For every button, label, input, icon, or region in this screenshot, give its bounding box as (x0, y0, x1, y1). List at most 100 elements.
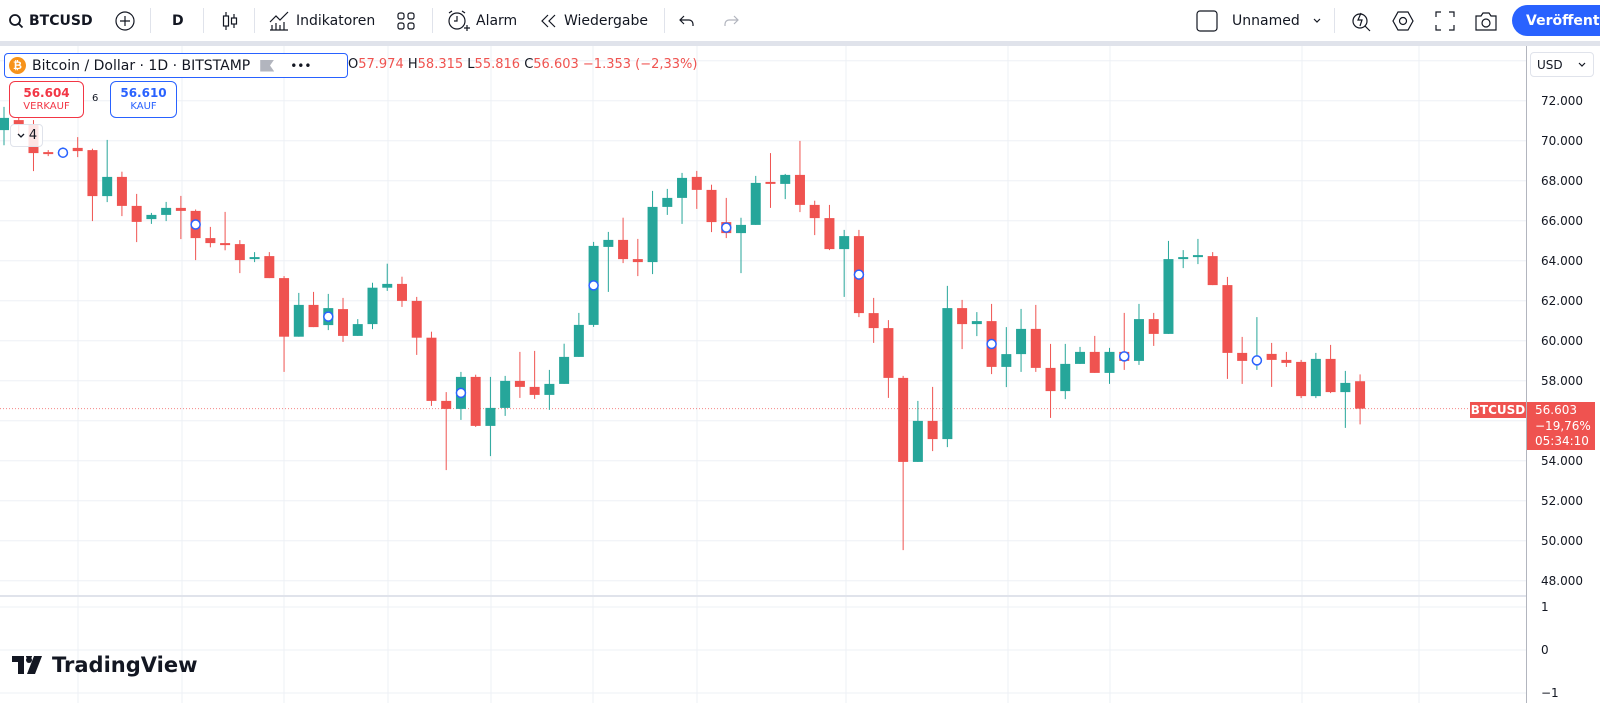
candle-down[interactable] (175, 195, 186, 240)
candle-down[interactable] (824, 204, 835, 251)
candle-up[interactable] (1133, 303, 1144, 365)
candle-down[interactable] (809, 200, 820, 236)
publish-button[interactable]: Veröffentlichen (1512, 5, 1600, 36)
candle-down[interactable] (529, 350, 540, 399)
candle-up[interactable] (1060, 343, 1071, 400)
candle-down[interactable] (514, 351, 525, 398)
screenshot-button[interactable] (1474, 0, 1498, 41)
pane-separator[interactable] (0, 595, 1600, 597)
candle-up[interactable] (352, 319, 363, 336)
candle-up[interactable] (780, 173, 791, 200)
candle-down[interactable] (190, 209, 201, 261)
candle-up[interactable] (1178, 250, 1189, 269)
candle-up[interactable] (500, 375, 511, 416)
candle-down[interactable] (1148, 312, 1159, 346)
candle-down[interactable] (794, 140, 805, 213)
candle-down[interactable] (1207, 252, 1218, 286)
price-axis[interactable]: 72.000 70.000 68.000 66.000 64.000 62.000 60.0… (1526, 46, 1600, 703)
candle-down[interactable] (1296, 359, 1307, 399)
candle-up[interactable] (0, 106, 9, 146)
alarm-button[interactable]: Alarm (446, 0, 517, 41)
candle-down[interactable] (1030, 304, 1041, 372)
candle-down[interactable] (338, 297, 349, 342)
candle-up[interactable] (603, 231, 614, 292)
collapse-indicators-button[interactable]: 4 (10, 124, 43, 147)
candle-down[interactable] (1089, 335, 1100, 373)
candle-down[interactable] (234, 240, 245, 274)
candle-up[interactable] (662, 188, 673, 215)
candle-down[interactable] (765, 153, 776, 208)
fullscreen-button[interactable] (1434, 0, 1456, 41)
templates-button[interactable] (396, 0, 416, 41)
candle-down[interactable] (264, 252, 275, 279)
interval-button[interactable]: D (172, 12, 184, 29)
candle-down[interactable] (396, 276, 407, 307)
candle-down[interactable] (927, 386, 938, 452)
candle-up[interactable] (1340, 370, 1351, 428)
symbol-search-button[interactable]: BTCUSD (8, 0, 93, 41)
candle-up[interactable] (1192, 238, 1203, 265)
candle-up[interactable] (485, 376, 496, 457)
candle-up[interactable] (912, 400, 923, 462)
candle-down[interactable] (957, 299, 968, 350)
candle-up[interactable] (293, 292, 304, 337)
candle-down[interactable] (1045, 343, 1056, 418)
candlestick-chart[interactable] (0, 46, 1526, 703)
candle-up[interactable] (736, 217, 746, 274)
candle-down[interactable] (205, 226, 216, 248)
candle-up[interactable] (1016, 308, 1027, 372)
candle-down[interactable] (1266, 342, 1277, 387)
currency-dropdown[interactable]: USD (1530, 52, 1594, 77)
sell-button[interactable]: 56.604 VERKAUF (9, 81, 84, 118)
buy-button[interactable]: 56.610 KAUF (110, 81, 177, 118)
more-options-button[interactable]: ••• (290, 58, 312, 73)
candle-down[interactable] (411, 296, 422, 355)
candle-up[interactable] (677, 172, 688, 224)
candle-up[interactable] (647, 190, 658, 275)
candle-down[interactable] (618, 217, 629, 264)
candle-up[interactable] (249, 252, 260, 263)
indicators-button[interactable]: Indikatoren (268, 0, 375, 41)
redo-button[interactable] (722, 0, 740, 41)
symbol-legend[interactable]: ₿ Bitcoin / Dollar · 1D · BITSTAMP ••• (4, 53, 348, 78)
candle-up[interactable] (573, 312, 584, 357)
candle-down[interactable] (279, 276, 290, 372)
candle-down[interactable] (1281, 351, 1292, 367)
flag-icon[interactable] (260, 59, 275, 72)
quick-search-button[interactable] (1350, 0, 1374, 41)
candle-down[interactable] (883, 320, 894, 398)
tradingview-logo[interactable]: TradingView (12, 653, 197, 677)
candle-up[interactable] (750, 175, 761, 225)
layout-select-checkbox[interactable] (1196, 0, 1218, 41)
replay-button[interactable]: Wiedergabe (540, 0, 648, 41)
candle-down[interactable] (131, 193, 142, 243)
candle-up[interactable] (382, 263, 393, 291)
candle-down[interactable] (426, 331, 437, 406)
compare-symbol-button[interactable] (114, 0, 136, 41)
candle-up[interactable] (1310, 352, 1321, 399)
layout-name-dropdown[interactable]: Unnamed (1232, 0, 1322, 41)
candle-up[interactable] (102, 139, 113, 203)
candle-down[interactable] (632, 238, 643, 277)
candle-up[interactable] (971, 312, 982, 337)
candle-down[interactable] (441, 392, 452, 471)
candle-up[interactable] (367, 282, 378, 330)
candle-down[interactable] (470, 374, 481, 427)
candle-down[interactable] (116, 171, 127, 217)
candle-down[interactable] (220, 211, 231, 251)
candle-down[interactable] (72, 137, 83, 158)
candle-down[interactable] (868, 297, 879, 343)
candle-down[interactable] (1325, 344, 1336, 394)
candle-down[interactable] (1222, 276, 1233, 379)
candle-up[interactable] (839, 229, 850, 297)
candle-up[interactable] (1001, 327, 1012, 388)
candle-up[interactable] (1104, 347, 1115, 384)
candle-down[interactable] (706, 184, 717, 233)
candle-down[interactable] (43, 150, 54, 157)
candle-up[interactable] (161, 201, 172, 222)
candle-down[interactable] (898, 375, 909, 551)
candle-down[interactable] (1237, 336, 1248, 384)
undo-button[interactable] (678, 0, 696, 41)
candle-up[interactable] (146, 212, 157, 224)
chart-type-button[interactable] (221, 0, 239, 41)
